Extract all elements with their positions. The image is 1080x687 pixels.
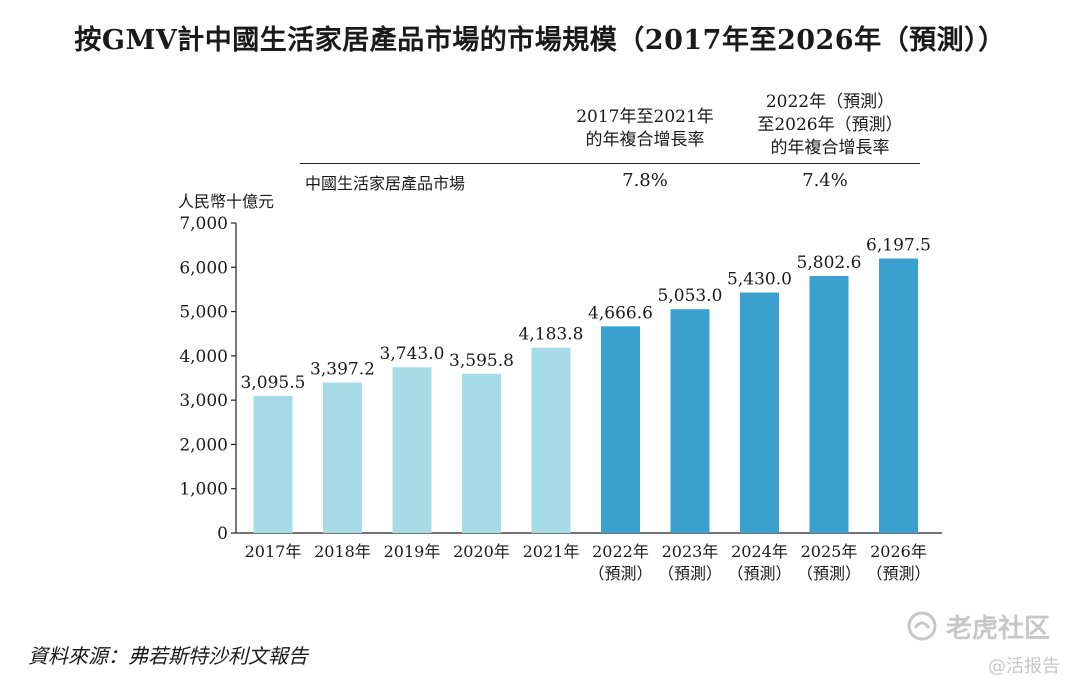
bar [601, 326, 640, 533]
bar-value-label: 3,095.5 [241, 373, 306, 393]
y-tick-label: 7,000 [179, 214, 228, 234]
watermark-subtext: @活报告 [988, 656, 1060, 677]
bar [879, 258, 918, 533]
bar [253, 395, 293, 533]
bar-value-label: 6,197.5 [866, 236, 931, 256]
bar-value-label: 5,802.6 [797, 253, 862, 273]
bar-value-label: 4,183.8 [519, 325, 584, 345]
bar-value-label: 3,743.0 [380, 344, 445, 364]
y-tick-label: 1,000 [179, 480, 228, 500]
cagr-header-line: 2022年（預測） [765, 92, 895, 112]
cagr-header-line: 2017年至2021年 [576, 107, 714, 127]
y-tick-label: 5,000 [179, 303, 228, 323]
x-tick-label: 2017年 [245, 542, 302, 561]
cagr-header-line: 至2026年（預測） [757, 115, 903, 135]
bar-value-label: 3,397.2 [310, 360, 375, 380]
x-tick-label: （預測） [658, 564, 722, 583]
x-tick-label: （預測） [727, 564, 791, 583]
cagr-table-rule [300, 163, 920, 164]
x-tick-label: 2018年 [314, 542, 371, 561]
cagr-value-forecast: 7.4% [802, 170, 848, 191]
bar-value-label: 5,053.0 [658, 286, 723, 306]
y-tick-label: 0 [217, 524, 228, 544]
x-tick-label: （預測） [588, 564, 652, 583]
y-tick-label: 3,000 [179, 391, 228, 411]
x-tick-label: 2023年 [662, 542, 719, 561]
y-tick-label: 6,000 [179, 258, 228, 278]
bar [462, 373, 501, 533]
watermark-logo-text: 老虎社区 [946, 613, 1051, 644]
x-tick-label: 2025年 [801, 542, 858, 561]
x-tick-label: 2022年 [592, 542, 649, 561]
cagr-row-label: 中國生活家居產品市場 [305, 174, 466, 193]
watermark-logo: 老虎社区 [906, 606, 1056, 646]
x-tick-label: 2021年 [523, 542, 580, 561]
bar [809, 276, 849, 533]
source-note: 資料來源：弗若斯特沙利文報告 [28, 644, 308, 668]
cagr-value-historical: 7.8% [622, 170, 668, 191]
x-tick-label: （預測） [866, 564, 930, 583]
bar-value-label: 4,666.6 [588, 303, 653, 323]
cagr-header-line: 的年複合增長率 [770, 138, 890, 158]
bar-value-label: 3,595.8 [449, 351, 514, 371]
y-tick-label: 2,000 [179, 435, 228, 455]
x-tick-label: 2020年 [453, 542, 510, 561]
cagr-header-line: 的年複合增長率 [585, 130, 705, 150]
bar-value-label: 5,430.0 [727, 270, 792, 290]
bar [670, 309, 710, 533]
bar [392, 367, 432, 533]
bar [323, 382, 362, 533]
x-tick-label: 2019年 [384, 542, 441, 561]
cagr-header-forecast: 2022年（預測） 至2026年（預測） 的年複合增長率 [740, 91, 920, 160]
bar [531, 347, 571, 533]
bar [740, 292, 779, 533]
x-tick-label: 2024年 [731, 542, 788, 561]
tiger-logo-icon [907, 611, 937, 641]
cagr-header-historical: 2017年至2021年 的年複合增長率 [560, 106, 730, 152]
x-tick-label: 2026年 [870, 542, 927, 561]
chart-title: 按GMV計中國生活家居產品市場的市場規模（2017年至2026年（預測）） [74, 25, 1006, 56]
y-tick-label: 4,000 [179, 347, 228, 367]
y-axis-unit-label: 人民幣十億元 [178, 192, 275, 211]
x-tick-label: （預測） [797, 564, 861, 583]
